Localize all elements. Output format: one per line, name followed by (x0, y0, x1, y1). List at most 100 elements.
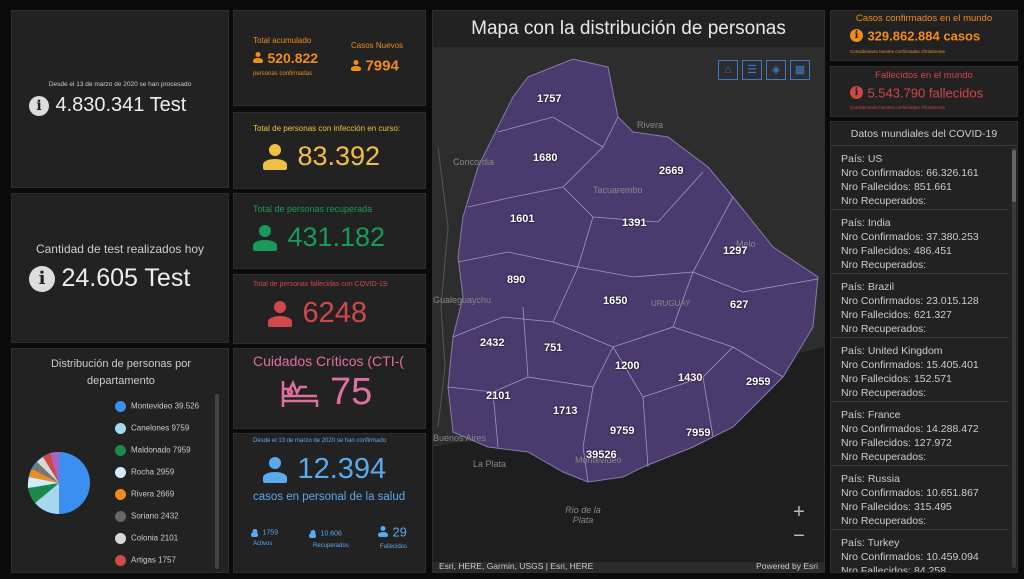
map-count-label: 1757 (537, 93, 562, 105)
legend-item: Canelones 9759 (115, 423, 189, 434)
zoom-out-button[interactable]: − (793, 525, 805, 547)
new-cases-label: Casos Nuevos (351, 41, 404, 50)
map-title: Mapa con la distribución de personas (433, 11, 824, 47)
world-confirmed-value: 329.862.884 casos (867, 28, 981, 44)
legend-item: Artigas 1757 (115, 555, 176, 566)
map-count-label: 1650 (603, 295, 628, 307)
legend-item: Colonia 2101 (115, 533, 178, 544)
world-data-panel: Datos mundiales del COVID-19 País: US Nro… (830, 121, 1018, 573)
person-icon (351, 60, 361, 72)
map-count-label: 2959 (746, 376, 771, 388)
tests-total-caption: Desde el 13 de marzo de 2020 se han proc… (48, 81, 192, 88)
map-view[interactable]: Rivera Concordia Tacuarembo Melo Gualegu… (433, 47, 824, 562)
legend-item: Soriano 2432 (115, 511, 179, 522)
critical-care-panel: Cuidados Críticos (CTI-( 75 (233, 348, 426, 429)
zoom-in-button[interactable]: + (793, 501, 805, 523)
recovered-value: 431.182 (287, 222, 386, 252)
map-count-label: 2432 (480, 337, 505, 349)
deceased-value: 6248 (302, 297, 367, 329)
map-count-label: 39526 (586, 449, 617, 461)
city-label: Montevideo (575, 455, 622, 465)
map-count-label: 1200 (615, 360, 640, 372)
city-label: URUGUAY (651, 299, 691, 308)
map-count-label: 1601 (510, 213, 535, 225)
map-count-label: 627 (730, 299, 749, 311)
new-cases-value: 7994 (365, 57, 399, 75)
list-item[interactable]: País: France Nro Confirmados: 14.288.472 N… (831, 402, 1009, 466)
person-icon (253, 225, 277, 251)
health-active-value: 1759 (262, 529, 279, 537)
deceased-label: Total de personas fallecidas con COVID-1… (253, 281, 389, 288)
list-item[interactable]: País: Brazil Nro Confirmados: 23.015.128 N… (831, 274, 1009, 338)
city-label: Tacuarembo (593, 185, 643, 195)
country-list[interactable]: País: US Nro Confirmados: 66.326.161 Nro F… (831, 146, 1009, 572)
pie-title: Distribución de personas por departament… (50, 358, 192, 387)
accumulated-sub: personas confirmadas (253, 71, 313, 77)
accumulated-value: 520.822 (267, 49, 319, 66)
map-count-label: 1430 (678, 372, 703, 384)
health-caption: Desde el 13 de marzo de 2020 se han conf… (253, 438, 387, 444)
city-label: Rio de la Plata (565, 505, 601, 525)
legend-scrollbar[interactable] (215, 394, 219, 569)
basemap-gallery-icon[interactable]: ▦ (790, 60, 810, 80)
map-count-label: 2669 (659, 165, 684, 177)
accumulated-label: Total acumulado (253, 36, 312, 45)
person-icon (309, 530, 316, 538)
list-item[interactable]: País: US Nro Confirmados: 66.326.161 Nro F… (831, 146, 1009, 210)
city-label: Melo (736, 239, 756, 249)
world-data-title: Datos mundiales del COVID-19 (831, 122, 1017, 146)
health-deceased-value: 29 (392, 524, 407, 540)
legend-list-icon[interactable]: ☰ (742, 60, 762, 80)
info-icon: i (29, 95, 49, 116)
country-list-scrollbar[interactable] (1012, 148, 1016, 568)
pie-chart[interactable] (26, 450, 92, 516)
person-icon (263, 457, 287, 483)
health-active-label: Activos (253, 541, 273, 547)
critical-care-label: Cuidados Críticos (CTI-( (253, 353, 404, 369)
health-value: 12.394 (297, 453, 387, 485)
list-item[interactable]: País: United Kingdom Nro Confirmados: 15.… (831, 338, 1009, 402)
world-deaths-label: Fallecidos en el mundo (875, 70, 973, 81)
person-icon (251, 529, 258, 537)
tests-today-panel: Cantidad de test realizados hoy i 24.605… (11, 193, 229, 343)
city-label: La Plata (473, 459, 507, 469)
list-item[interactable]: País: India Nro Confirmados: 37.380.253 Nr… (831, 210, 1009, 274)
pie-panel: Distribución de personas por departament… (11, 348, 229, 573)
legend-item: Maldonado 7959 (115, 445, 191, 456)
person-icon (253, 52, 263, 64)
city-label: Buenos Aires (433, 433, 487, 443)
person-icon (268, 301, 292, 327)
tests-today-value: 24.605 Test (61, 264, 191, 292)
accumulated-panel: Total acumulado 520.822 personas confirm… (233, 10, 426, 106)
legend-item: Rocha 2959 (115, 467, 174, 478)
active-label: Total de personas con infección en curso… (253, 124, 401, 133)
uruguay-map[interactable] (433, 47, 824, 562)
home-icon[interactable]: ⌂ (718, 60, 738, 80)
layers-icon[interactable]: ◈ (766, 60, 786, 80)
map-count-label: 1680 (533, 152, 558, 164)
hospital-bed-icon (281, 379, 319, 407)
active-panel: Total de personas con infección en curso… (233, 112, 426, 189)
person-icon (263, 144, 287, 170)
health-sub: casos en personal de la salud (253, 491, 406, 503)
map-count-label: 1297 (723, 245, 748, 257)
map-attribution: Esri, HERE, Garmin, USGS | Esri, HERE (439, 561, 594, 571)
map-count-label: 7959 (686, 427, 711, 439)
world-deaths-sub: Considerando fuentes confirmadas oficial… (850, 105, 946, 110)
recovered-label: Total de personas recuperada (253, 204, 373, 214)
world-deaths-panel: Fallecidos en el mundo i 5.543.790 falle… (830, 66, 1018, 117)
map-panel: Mapa con la distribución de personas (432, 10, 825, 573)
legend-item: Rivera 2669 (115, 489, 174, 500)
list-item[interactable]: País: Turkey Nro Confirmados: 10.459.094 N… (841, 537, 979, 572)
map-count-label: 9759 (610, 425, 635, 437)
map-count-label: 1713 (553, 405, 578, 417)
health-deceased-label: Fallecidos (380, 544, 408, 550)
city-label: Concordia (453, 157, 495, 167)
world-deaths-value: 5.543.790 fallecidos (867, 85, 984, 101)
list-item[interactable]: País: Russia Nro Confirmados: 10.651.867 N… (831, 466, 1009, 530)
recovered-panel: Total de personas recuperada 431.182 (233, 193, 426, 269)
map-count-label: 2101 (486, 390, 511, 402)
active-value: 83.392 (297, 141, 381, 171)
powered-by[interactable]: Powered by Esri (756, 561, 818, 571)
map-count-label: 1391 (622, 217, 647, 229)
